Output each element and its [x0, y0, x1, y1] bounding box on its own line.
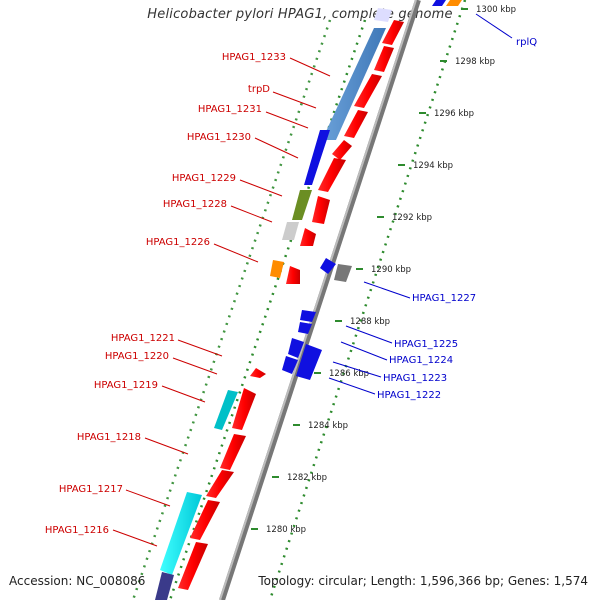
gene-features: [155, 0, 462, 600]
gene-labels-left: HPAG1_1233 trpD HPAG1_1231 HPAG1_1230 HP…: [45, 52, 286, 536]
label-hpag1-1224: HPAG1_1224: [389, 355, 453, 366]
label-hpag1-1227: HPAG1_1227: [412, 293, 476, 304]
scale-tick-labels: 1300 kbp 1298 kbp 1296 kbp 1294 kbp 1292 kbp…: [251, 5, 516, 535]
leader-lines: [112, 13, 513, 547]
gene-labels-right: rplQ HPAG1_1227 HPAG1_1225 HPAG1_1224 HP…: [377, 37, 537, 401]
label-hpag1-1222: HPAG1_1222: [377, 390, 441, 401]
scale-track: [131, 0, 467, 600]
label-trpd: trpD: [248, 84, 270, 95]
label-hpag1-1225: HPAG1_1225: [394, 339, 458, 350]
scale-tick-label: 1288 kbp: [350, 317, 390, 327]
label-hpag1-1219: HPAG1_1219: [94, 380, 158, 391]
scale-tick-label: 1282 kbp: [287, 473, 327, 483]
scale-tick-label: 1280 kbp: [266, 525, 306, 535]
scale-tick-label: 1298 kbp: [455, 57, 495, 67]
label-hpag1-1217: HPAG1_1217: [59, 484, 123, 495]
scale-tick-label: 1292 kbp: [392, 213, 432, 223]
scale-tick-label: 1284 kbp: [308, 421, 348, 431]
label-hpag1-1230: HPAG1_1230: [187, 132, 251, 143]
genome-backbone: [219, 0, 421, 600]
scale-tick-label: 1290 kbp: [371, 265, 411, 275]
label-hpag1-1223: HPAG1_1223: [383, 373, 447, 384]
scale-tick-label: 1296 kbp: [434, 109, 474, 119]
label-hpag1-1218: HPAG1_1218: [77, 432, 141, 443]
genome-summary: Topology: circular; Length: 1,596,366 bp…: [258, 574, 588, 588]
label-hpag1-1231: HPAG1_1231: [198, 104, 262, 115]
accession-label: Accession: NC_008086: [9, 574, 146, 588]
label-hpag1-1216: HPAG1_1216: [45, 525, 109, 536]
scale-tick-label: 1294 kbp: [413, 161, 453, 171]
label-hpag1-1228: HPAG1_1228: [163, 199, 227, 210]
label-hpag1-1233: HPAG1_1233: [222, 52, 286, 63]
label-hpag1-1229: HPAG1_1229: [172, 173, 236, 184]
label-hpag1-1226: HPAG1_1226: [146, 237, 210, 248]
label-hpag1-1220: HPAG1_1220: [105, 351, 169, 362]
label-hpag1-1221: HPAG1_1221: [111, 333, 175, 344]
label-rplq: rplQ: [516, 37, 537, 48]
scale-tick-label: 1286 kbp: [329, 369, 369, 379]
scale-tick-label: 1300 kbp: [476, 5, 516, 15]
